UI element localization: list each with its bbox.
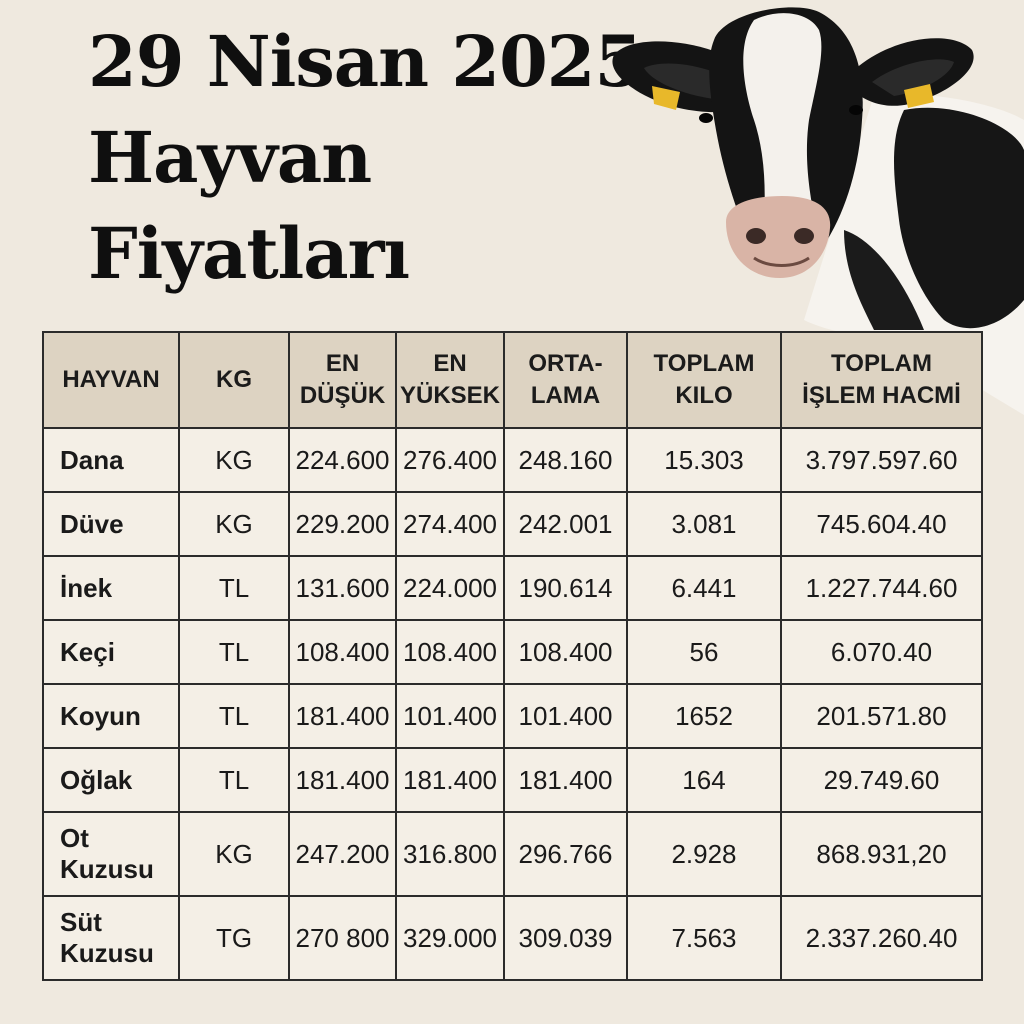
column-header-en-yuksek: EN YÜKSEK bbox=[395, 331, 505, 429]
unit-cell: KG bbox=[178, 811, 290, 897]
animal-name: Süt Kuzusu bbox=[42, 895, 180, 981]
max-price-cell: 316.800 bbox=[395, 811, 505, 897]
min-price-cell: 181.400 bbox=[288, 683, 397, 749]
unit-cell: KG bbox=[178, 427, 290, 493]
cow-left-nostril bbox=[746, 228, 766, 244]
title-word-hayvan: Hayvan bbox=[88, 116, 372, 199]
column-header-islem-hacmi: TOPLAM İŞLEM HACMİ bbox=[780, 331, 983, 429]
cow-muzzle bbox=[726, 196, 831, 278]
table-row: Süt Kuzusu TG 270 800 329.000 309.039 7.5… bbox=[42, 895, 983, 981]
column-header-ortalama: ORTA- LAMA bbox=[503, 331, 628, 429]
max-price-cell: 108.400 bbox=[395, 619, 505, 685]
max-price-cell: 274.400 bbox=[395, 491, 505, 557]
unit-cell: TL bbox=[178, 683, 290, 749]
table-row: Dana KG 224.600 276.400 248.160 15.303 3… bbox=[42, 427, 983, 493]
volume-cell: 29.749.60 bbox=[780, 747, 983, 813]
animal-name: Düve bbox=[42, 491, 180, 557]
column-header-toplam-kilo: TOPLAM KILO bbox=[626, 331, 782, 429]
animal-name: Dana bbox=[42, 427, 180, 493]
min-price-cell: 229.200 bbox=[288, 491, 397, 557]
left-ear-tag-icon bbox=[652, 86, 680, 110]
column-header-kg: KG bbox=[178, 331, 290, 429]
unit-cell: TG bbox=[178, 895, 290, 981]
avg-price-cell: 242.001 bbox=[503, 491, 628, 557]
avg-price-cell: 108.400 bbox=[503, 619, 628, 685]
table-row: Keçi TL 108.400 108.400 108.400 56 6.070… bbox=[42, 619, 983, 685]
cow-left-eye bbox=[699, 113, 713, 123]
volume-cell: 745.604.40 bbox=[780, 491, 983, 557]
table-row: Ot Kuzusu KG 247.200 316.800 296.766 2.92… bbox=[42, 811, 983, 897]
volume-cell: 3.797.597.60 bbox=[780, 427, 983, 493]
total-kilo-cell: 15.303 bbox=[626, 427, 782, 493]
title-date: 29 Nisan 2025 bbox=[88, 20, 643, 103]
min-price-cell: 224.600 bbox=[288, 427, 397, 493]
unit-cell: KG bbox=[178, 491, 290, 557]
avg-price-cell: 309.039 bbox=[503, 895, 628, 981]
table-row: Oğlak TL 181.400 181.400 181.400 164 29.… bbox=[42, 747, 983, 813]
volume-cell: 6.070.40 bbox=[780, 619, 983, 685]
max-price-cell: 329.000 bbox=[395, 895, 505, 981]
total-kilo-cell: 2.928 bbox=[626, 811, 782, 897]
volume-cell: 868.931,20 bbox=[780, 811, 983, 897]
min-price-cell: 108.400 bbox=[288, 619, 397, 685]
cow-right-nostril bbox=[794, 228, 814, 244]
cow-mouth bbox=[753, 256, 810, 267]
min-price-cell: 270 800 bbox=[288, 895, 397, 981]
avg-price-cell: 248.160 bbox=[503, 427, 628, 493]
total-kilo-cell: 56 bbox=[626, 619, 782, 685]
min-price-cell: 181.400 bbox=[288, 747, 397, 813]
max-price-cell: 276.400 bbox=[395, 427, 505, 493]
total-kilo-cell: 3.081 bbox=[626, 491, 782, 557]
animal-name: Ot Kuzusu bbox=[42, 811, 180, 897]
cow-face-blaze bbox=[743, 13, 822, 218]
column-header-hayvan: HAYVAN bbox=[42, 331, 180, 429]
cow-body-spot bbox=[894, 107, 1024, 329]
avg-price-cell: 101.400 bbox=[503, 683, 628, 749]
unit-cell: TL bbox=[178, 747, 290, 813]
avg-price-cell: 296.766 bbox=[503, 811, 628, 897]
animal-name: Keçi bbox=[42, 619, 180, 685]
total-kilo-cell: 1652 bbox=[626, 683, 782, 749]
table-header-row: HAYVAN KG EN DÜŞÜK EN YÜKSEK ORTA- LAMA TOP… bbox=[42, 331, 983, 429]
animal-name: Oğlak bbox=[42, 747, 180, 813]
volume-cell: 1.227.744.60 bbox=[780, 555, 983, 621]
title-word-fiyatlari: Fiyatları bbox=[88, 212, 410, 295]
animal-name: Koyun bbox=[42, 683, 180, 749]
table-row: Koyun TL 181.400 101.400 101.400 1652 20… bbox=[42, 683, 983, 749]
min-price-cell: 247.200 bbox=[288, 811, 397, 897]
avg-price-cell: 190.614 bbox=[503, 555, 628, 621]
max-price-cell: 181.400 bbox=[395, 747, 505, 813]
price-table: HAYVAN KG EN DÜŞÜK EN YÜKSEK ORTA- LAMA TOP… bbox=[42, 331, 983, 981]
volume-cell: 201.571.80 bbox=[780, 683, 983, 749]
animal-name: İnek bbox=[42, 555, 180, 621]
total-kilo-cell: 7.563 bbox=[626, 895, 782, 981]
avg-price-cell: 181.400 bbox=[503, 747, 628, 813]
table-row: Düve KG 229.200 274.400 242.001 3.081 74… bbox=[42, 491, 983, 557]
volume-cell: 2.337.260.40 bbox=[780, 895, 983, 981]
table-row: İnek TL 131.600 224.000 190.614 6.441 1.… bbox=[42, 555, 983, 621]
max-price-cell: 224.000 bbox=[395, 555, 505, 621]
total-kilo-cell: 164 bbox=[626, 747, 782, 813]
total-kilo-cell: 6.441 bbox=[626, 555, 782, 621]
page-title: 29 Nisan 2025 Hayvan Fiyatları bbox=[88, 14, 643, 302]
unit-cell: TL bbox=[178, 555, 290, 621]
min-price-cell: 131.600 bbox=[288, 555, 397, 621]
right-ear-tag-icon bbox=[904, 84, 934, 108]
max-price-cell: 101.400 bbox=[395, 683, 505, 749]
unit-cell: TL bbox=[178, 619, 290, 685]
cow-neck-spot bbox=[844, 230, 924, 330]
cow-right-ear-inner bbox=[872, 59, 954, 96]
cow-right-eye bbox=[849, 105, 863, 115]
column-header-en-dusuk: EN DÜŞÜK bbox=[288, 331, 397, 429]
